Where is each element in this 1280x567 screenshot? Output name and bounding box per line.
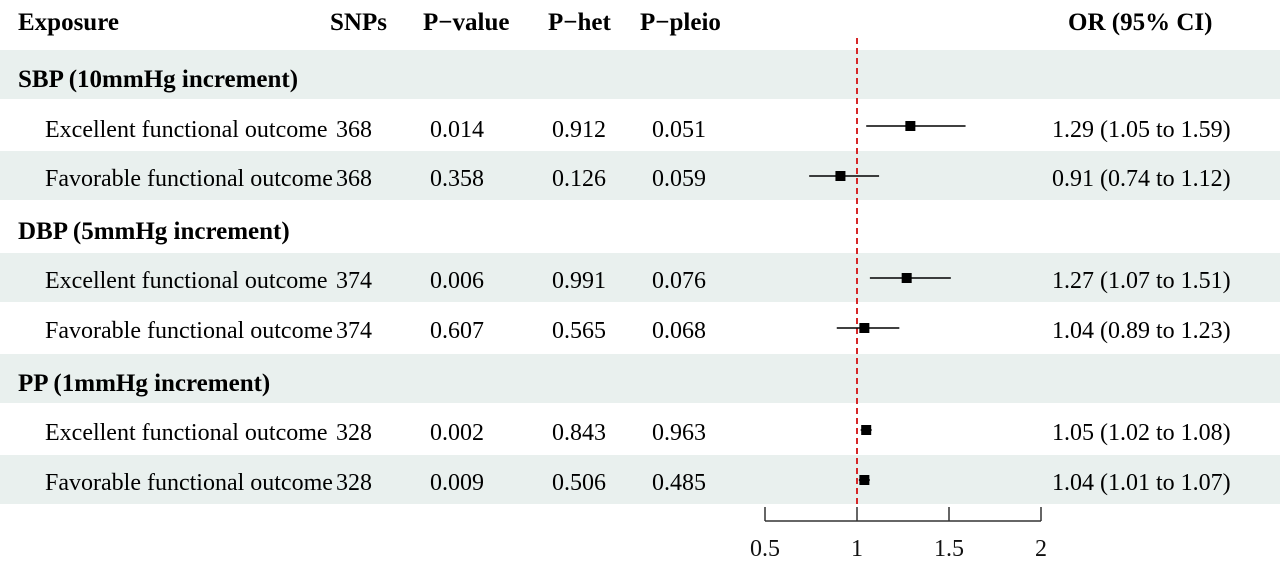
outcome-name: Excellent functional outcome xyxy=(45,420,328,446)
header-ppleio: P−pleio xyxy=(640,9,721,36)
header-exposure: Exposure xyxy=(18,9,119,36)
outcome-name: Favorable functional outcome xyxy=(45,318,333,344)
or-point xyxy=(835,171,846,181)
or-point xyxy=(901,273,912,283)
pvalue-value: 0.002 xyxy=(430,420,484,446)
or-text: 1.04 (0.89 to 1.23) xyxy=(1052,318,1231,344)
ppleio-value: 0.963 xyxy=(652,420,706,446)
phet-value: 0.843 xyxy=(552,420,606,446)
phet-value: 0.506 xyxy=(552,470,606,496)
ppleio-value: 0.485 xyxy=(652,470,706,496)
row-band xyxy=(0,50,1280,99)
or-text: 1.29 (1.05 to 1.59) xyxy=(1052,117,1231,143)
group-label: SBP (10mmHg increment) xyxy=(18,66,298,93)
snps-value: 374 xyxy=(336,318,372,344)
x-tick-label: 1 xyxy=(851,536,863,562)
x-axis: 0.5 1 1.5 2 xyxy=(750,507,1047,562)
phet-value: 0.912 xyxy=(552,117,606,143)
group-label: DBP (5mmHg increment) xyxy=(18,218,290,245)
pvalue-value: 0.006 xyxy=(430,268,484,294)
group-label: PP (1mmHg increment) xyxy=(18,370,270,397)
phet-value: 0.126 xyxy=(552,166,606,192)
or-point xyxy=(861,425,872,435)
table-row: Excellent functional outcome 374 0.006 0… xyxy=(45,268,1231,294)
ppleio-value: 0.076 xyxy=(652,268,706,294)
table-row: Excellent functional outcome 328 0.002 0… xyxy=(45,420,1231,446)
pvalue-value: 0.009 xyxy=(430,470,484,496)
header-pvalue: P−value xyxy=(423,9,509,36)
table-row: Favorable functional outcome 368 0.358 0… xyxy=(45,166,1231,192)
or-text: 1.27 (1.07 to 1.51) xyxy=(1052,268,1231,294)
ppleio-value: 0.059 xyxy=(652,166,706,192)
row-band xyxy=(0,253,1280,302)
x-tick-label: 0.5 xyxy=(750,536,780,562)
snps-value: 368 xyxy=(336,117,372,143)
row-band xyxy=(0,455,1280,504)
outcome-name: Favorable functional outcome xyxy=(45,470,333,496)
table-header: Exposure SNPs P−value P−het P−pleio OR (… xyxy=(18,9,1212,36)
row-bands xyxy=(0,50,1280,504)
or-text: 1.05 (1.02 to 1.08) xyxy=(1052,420,1231,446)
header-snps: SNPs xyxy=(330,9,387,36)
table-row: Favorable functional outcome 328 0.009 0… xyxy=(45,470,1231,496)
row-band xyxy=(0,354,1280,403)
pvalue-value: 0.358 xyxy=(430,166,484,192)
header-phet: P−het xyxy=(548,9,612,36)
x-tick-label: 2 xyxy=(1035,536,1047,562)
phet-value: 0.565 xyxy=(552,318,606,344)
pvalue-value: 0.607 xyxy=(430,318,484,344)
snps-value: 328 xyxy=(336,470,372,496)
or-point xyxy=(859,323,870,333)
table-row: Favorable functional outcome 374 0.607 0… xyxy=(45,318,1231,344)
estimate-marks xyxy=(809,121,966,485)
x-tick-label: 1.5 xyxy=(934,536,964,562)
outcome-name: Favorable functional outcome xyxy=(45,166,333,192)
outcome-name: Excellent functional outcome xyxy=(45,268,328,294)
or-text: 0.91 (0.74 to 1.12) xyxy=(1052,166,1231,192)
snps-value: 368 xyxy=(336,166,372,192)
or-text: 1.04 (1.01 to 1.07) xyxy=(1052,470,1231,496)
pvalue-value: 0.014 xyxy=(430,117,484,143)
table-row: Excellent functional outcome 368 0.014 0… xyxy=(45,117,1231,143)
ppleio-value: 0.068 xyxy=(652,318,706,344)
outcome-name: Excellent functional outcome xyxy=(45,117,328,143)
snps-value: 328 xyxy=(336,420,372,446)
or-point xyxy=(859,475,870,485)
or-point xyxy=(905,121,916,131)
row-band xyxy=(0,151,1280,200)
phet-value: 0.991 xyxy=(552,268,606,294)
snps-value: 374 xyxy=(336,268,372,294)
header-or: OR (95% CI) xyxy=(1068,9,1212,36)
ppleio-value: 0.051 xyxy=(652,117,706,143)
